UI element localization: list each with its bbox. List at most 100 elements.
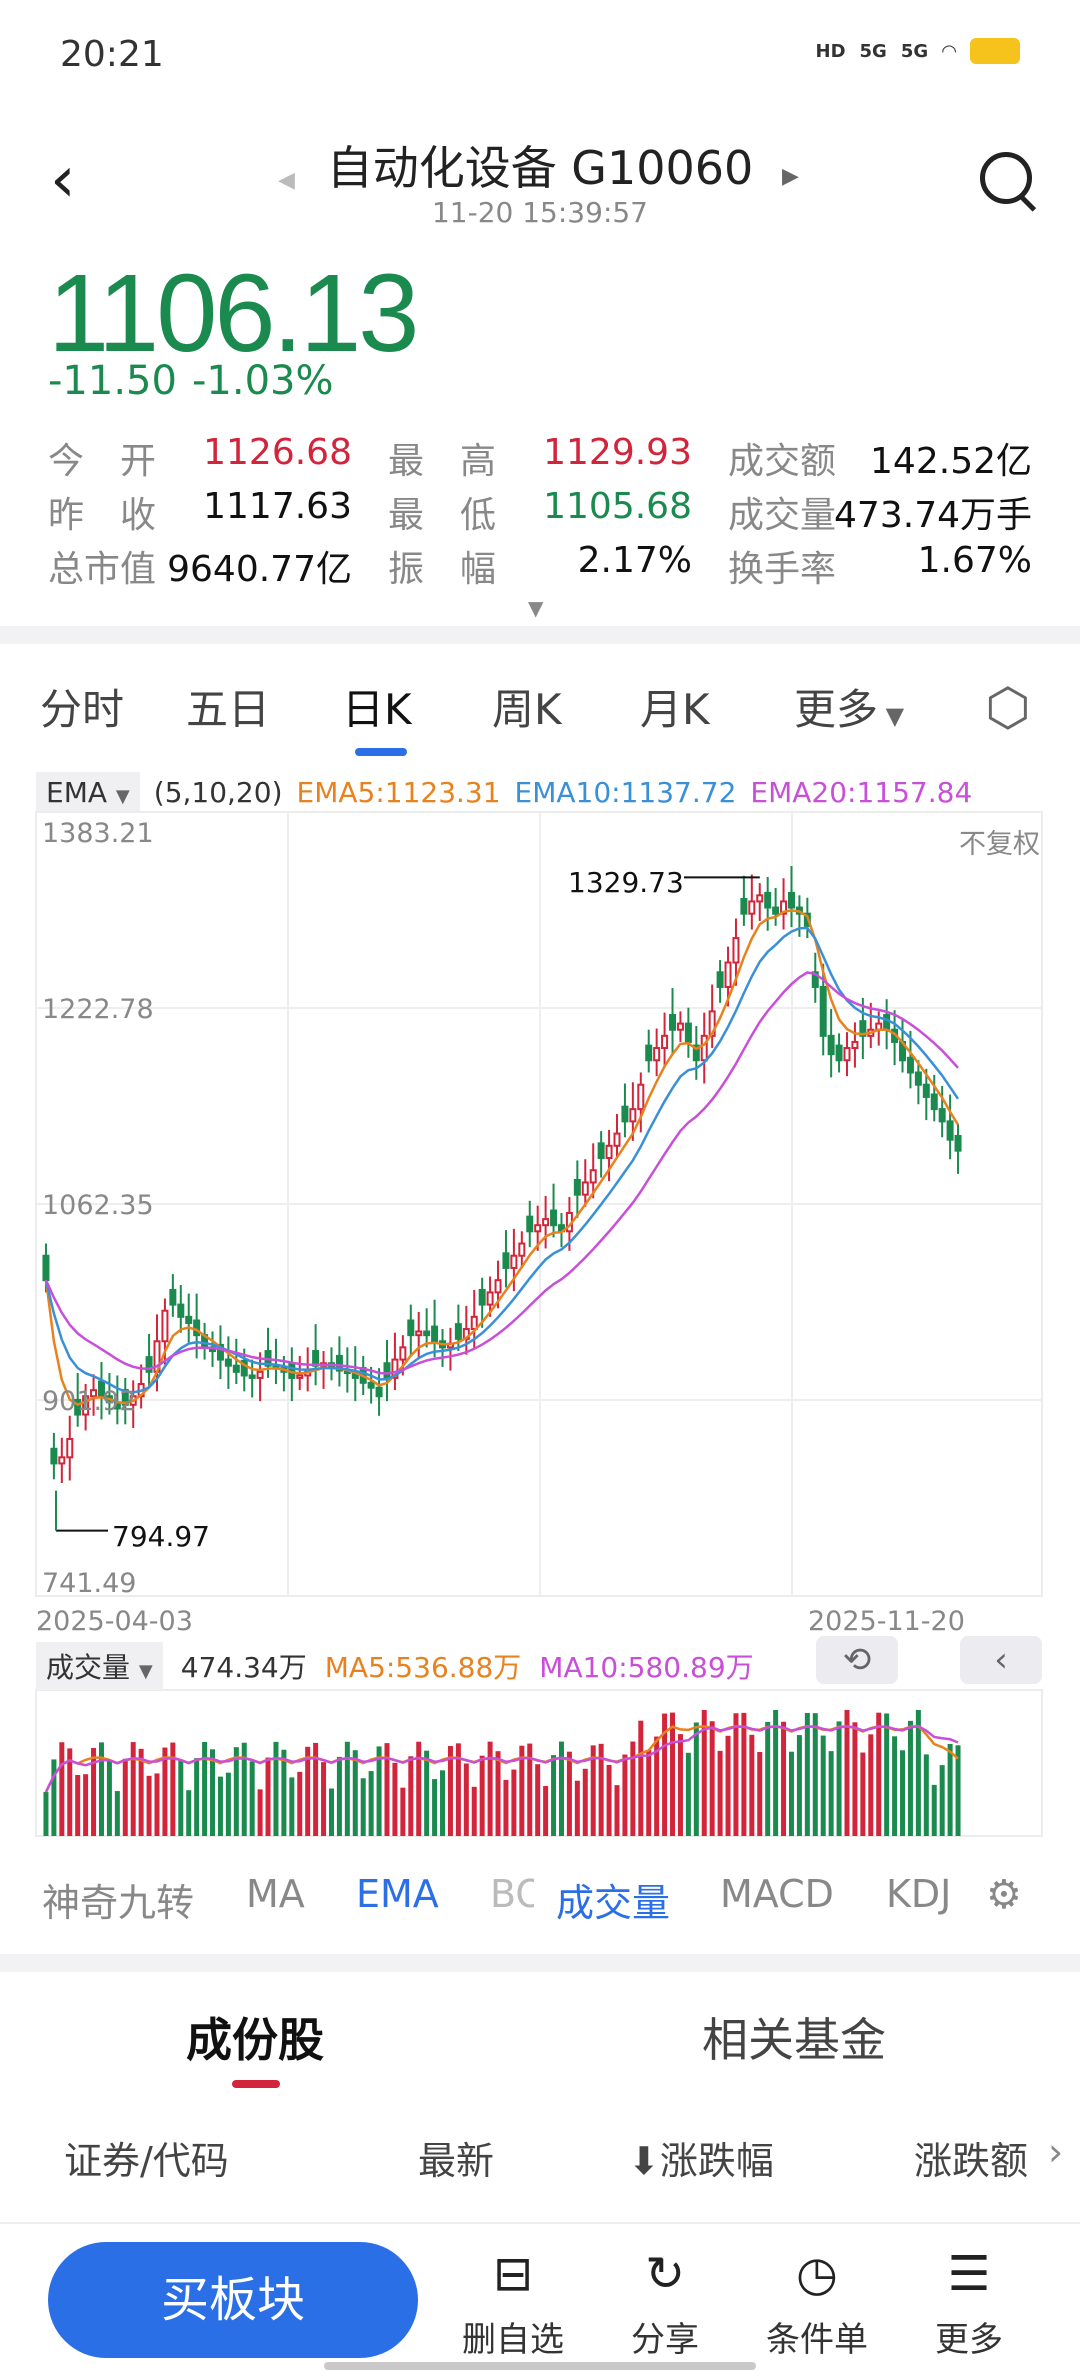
back-chevron-left-icon[interactable]: ‹ [50,143,76,217]
itab-ema[interactable]: EMA [356,1872,439,1916]
volume-bar [313,1742,319,1836]
quote-label: 换手率 [728,549,837,590]
vol-ma5: MA5:536.88万 [324,1651,522,1684]
quote-value: 1105.68 [543,486,692,527]
collapse-chevron-left-icon[interactable]: ‹ [960,1636,1042,1684]
itab-volume[interactable]: 成交量 [556,1881,671,1925]
candle-body [216,1343,224,1361]
tab-weekly-k[interactable]: 周K [492,685,562,734]
more-button[interactable]: ☰ 更多 [914,2244,1024,2361]
ema-selector-label: EMA [46,775,108,809]
tab-related-funds[interactable]: 相关基金 [702,2013,886,2067]
next-triangle-icon[interactable]: ▶ [782,164,799,189]
quote-label: 总市值 [48,549,157,590]
indicator-settings-icon[interactable]: ⚙ [986,1872,1022,1918]
itab-kdj[interactable]: KDJ [886,1872,952,1916]
kline-chart[interactable] [0,0,1080,1880]
itab-nine-turn[interactable]: 神奇九转 [42,1881,195,1925]
volume-selector[interactable]: 成交量 ▼ [36,1642,163,1690]
remove-watchlist-button[interactable]: ⊟ 删自选 [458,2244,568,2361]
candle-body [296,1374,304,1379]
col-latest[interactable]: 最新 [418,2139,495,2183]
buy-sector-button[interactable]: 买板块 [48,2242,418,2358]
col-change-amount[interactable]: 涨跌额 [914,2139,1029,2183]
candle-body [232,1364,240,1373]
expand-chevron-down-icon[interactable]: ▼ [528,596,544,620]
volume-bar [186,1790,192,1836]
conditional-order-button[interactable]: ◷ 条件单 [762,2244,872,2361]
candle-body [145,1356,153,1373]
volume-bar [590,1745,596,1836]
volume-bar [662,1713,668,1836]
candle-body [811,971,819,988]
itab-ma[interactable]: MA [246,1872,305,1916]
prev-triangle-icon[interactable]: ◀ [278,168,295,193]
ema10-line [44,926,960,1394]
volume-bar [876,1712,882,1836]
indicator-tabs: 神奇九转 MA EMA BOLL 成交量 MACD KDJ ⚙ [0,1872,1080,1936]
candle-body [42,1254,50,1282]
home-indicator [324,2362,756,2370]
volume-bar [400,1787,406,1836]
volume-bar [344,1741,350,1836]
volume-bar [376,1746,382,1836]
chevron-right-icon[interactable]: › [1048,2130,1064,2174]
share-button[interactable]: ↻ 分享 [610,2244,720,2361]
candle-body [415,1330,423,1337]
tab-daily-k[interactable]: 日K [342,685,412,734]
ema-selector[interactable]: EMA ▼ [36,771,140,813]
volume-bar [773,1710,779,1836]
volume-bar [138,1748,144,1836]
volume-bar [812,1713,818,1836]
candle-body [716,971,724,988]
signal-5g-icon: 5G [859,40,887,62]
col-change-pct[interactable]: ⬇涨跌幅 [628,2139,774,2183]
divider [0,1954,1080,1972]
volume-bar [844,1710,850,1836]
page-title: 自动化设备 G10060 [326,141,754,195]
volume-bar [566,1751,572,1836]
adjust-label[interactable]: 不复权 [959,829,1040,860]
settings-hexagon-icon[interactable]: ⬡ [985,678,1031,738]
volume-bar [360,1778,366,1836]
hd-icon: HD [815,40,846,62]
volume-bar [114,1791,120,1836]
itab-macd[interactable]: MACD [720,1872,834,1916]
candle-body [621,1105,629,1123]
volume-bar [440,1770,446,1836]
tab-constituents[interactable]: 成份股 [186,2013,324,2067]
candle-body [335,1354,343,1372]
volume-bar [654,1736,660,1836]
candle-body [922,1083,930,1098]
volume-bar [487,1741,493,1836]
col-security[interactable]: 证券/代码 [64,2139,229,2183]
rotate-screen-icon[interactable]: ⟲ [816,1636,898,1684]
candle-body [494,1279,502,1294]
candle-body [669,1014,677,1031]
candle-body [629,1108,637,1123]
search-icon[interactable] [980,152,1032,204]
volume-bar [907,1720,913,1836]
y-tick-label: 1383.21 [42,818,154,849]
candle-body [407,1319,415,1337]
candle-body [510,1254,518,1269]
volume-bar [582,1768,588,1836]
volume-bar [154,1773,160,1836]
tab-five-day[interactable]: 五日 [186,685,271,734]
candle-body [454,1323,462,1340]
itab-boll[interactable]: BOLL [490,1872,534,1916]
candle-body [637,1083,645,1111]
volume-bar [527,1743,533,1836]
tab-minute[interactable]: 分时 [40,685,125,734]
candle-body [50,1447,58,1465]
volume-selector-label: 成交量 [46,1651,131,1684]
volume-bar [781,1721,787,1836]
candle-body [883,1014,891,1031]
volume-bar [733,1713,739,1836]
tab-more[interactable]: 更多 ▼ [794,676,904,737]
volume-bar [900,1750,906,1836]
candle-body [780,900,788,915]
candle-body [645,1044,653,1062]
candle-body [843,1047,851,1062]
tab-monthly-k[interactable]: 月K [640,685,710,734]
